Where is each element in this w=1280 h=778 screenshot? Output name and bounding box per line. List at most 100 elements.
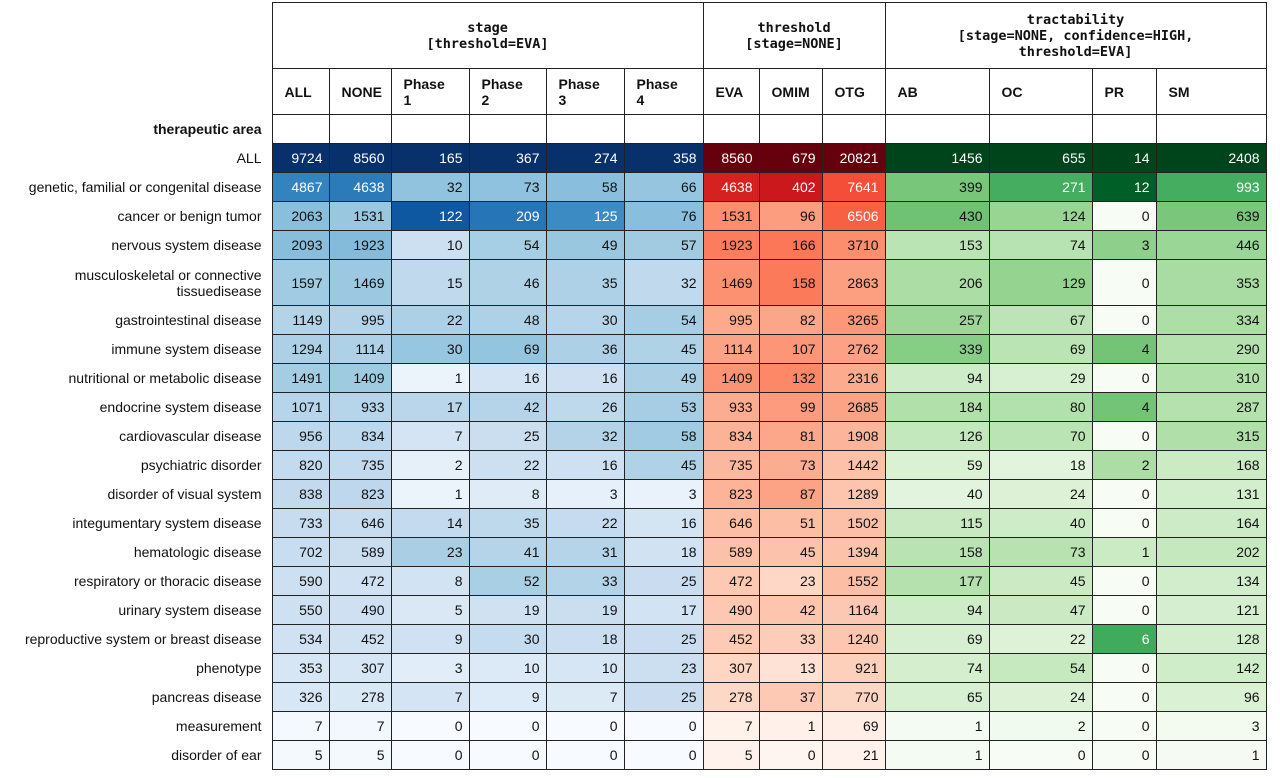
- heatmap-cell: 128: [1155, 624, 1267, 654]
- heatmap-cell: 209: [468, 201, 547, 231]
- heatmap-cell: 1552: [821, 566, 886, 596]
- heatmap-cell: 24: [988, 682, 1093, 712]
- heatmap-cell: 134: [1155, 566, 1267, 596]
- table-row: reproductive system or breast disease 534…: [0, 624, 1267, 654]
- row-label-nutritional-or-metabolic-disease: nutritional or metabolic disease: [68, 370, 262, 386]
- heatmap-cell: 1908: [821, 421, 886, 451]
- corner-blank: [0, 3, 272, 69]
- heatmap-cell: 49: [623, 363, 704, 393]
- heatmap-cell: 12: [1091, 172, 1157, 202]
- heatmap-cell: 20821: [821, 143, 886, 173]
- heatmap-cell: 3: [1155, 711, 1267, 741]
- heatmap-cell: 65: [884, 682, 990, 712]
- heatmap-cell: 5: [390, 595, 470, 625]
- column-header-all: ALL: [271, 68, 330, 115]
- heatmap-cell: 0: [1091, 201, 1157, 231]
- heatmap-cell: 1531: [328, 201, 392, 231]
- heatmap-cell: 125: [545, 201, 625, 231]
- heatmap-cell: 33: [545, 566, 625, 596]
- heatmap-cell: 45: [758, 537, 823, 567]
- heatmap-cell: 823: [328, 479, 392, 509]
- column-header-none: NONE: [328, 68, 392, 115]
- heatmap-cell: 0: [623, 740, 704, 770]
- row-label-hematologic-disease: hematologic disease: [133, 544, 262, 560]
- heatmap-cell: 3: [623, 479, 704, 509]
- heatmap-cell: 70: [988, 421, 1093, 451]
- heatmap-cell: 23: [623, 653, 704, 683]
- heatmap-cell: 2762: [821, 334, 886, 364]
- heatmap-cell: 820: [271, 450, 330, 480]
- heatmap-cell: 17: [623, 595, 704, 625]
- heatmap-cell: 37: [758, 682, 823, 712]
- heatmap-cell: 1: [1091, 537, 1157, 567]
- heatmap-cell: 2863: [821, 259, 886, 306]
- heatmap-cell: 25: [623, 624, 704, 654]
- group-header-line: threshold=EVA]: [1018, 43, 1133, 60]
- heatmap-cell: 96: [758, 201, 823, 231]
- row-label-immune-system-disease: immune system disease: [111, 341, 262, 357]
- heatmap-cell: 22: [545, 508, 625, 538]
- heatmap-cell: 995: [328, 305, 392, 335]
- group-header-stage: stage [threshold=EVA]: [271, 2, 704, 69]
- column-header-sm: SM: [1155, 68, 1267, 115]
- row-label-reproductive-system-or-breast-disease: reproductive system or breast disease: [24, 631, 262, 647]
- heatmap-cell: 96: [1155, 682, 1267, 712]
- heatmap-cell: 290: [1155, 334, 1267, 364]
- heatmap-cell: 126: [884, 421, 990, 451]
- heatmap-cell: 367: [468, 143, 547, 173]
- heatmap-cell: 0: [1091, 508, 1157, 538]
- heatmap-cell: 42: [468, 392, 547, 422]
- heatmap-cell: 1597: [271, 259, 330, 306]
- heatmap-cell: 10: [468, 653, 547, 683]
- heatmap-cell: 472: [702, 566, 760, 596]
- heatmap-cell: 31: [545, 537, 625, 567]
- heatmap-cell: 646: [702, 508, 760, 538]
- heatmap-cell: 257: [884, 305, 990, 335]
- index-blank-cell: [545, 114, 625, 144]
- heatmap-cell: 67: [988, 305, 1093, 335]
- heatmap-cell: 158: [884, 537, 990, 567]
- heatmap-cell: 0: [1091, 711, 1157, 741]
- heatmap-cell: 1: [884, 740, 990, 770]
- heatmap-cell: 7: [390, 682, 470, 712]
- heatmap-cell: 2093: [271, 230, 330, 260]
- column-header-phase-4: Phase 4: [623, 68, 704, 115]
- heatmap-cell: 5: [271, 740, 330, 770]
- heatmap-cell: 16: [623, 508, 704, 538]
- table-row: pancreas disease 326 278 7 9 7 25 278 37 770 65 24 0…: [0, 682, 1267, 712]
- index-blank-cell: [328, 114, 392, 144]
- group-header-line: [stage=NONE, confidence=HIGH,: [957, 27, 1194, 44]
- heatmap-cell: 7: [390, 421, 470, 451]
- heatmap-cell: 0: [1091, 740, 1157, 770]
- heatmap-cell: 2316: [821, 363, 886, 393]
- heatmap-cell: 430: [884, 201, 990, 231]
- heatmap-cell: 8560: [328, 143, 392, 173]
- heatmap-cell: 472: [328, 566, 392, 596]
- heatmap-cell: 80: [988, 392, 1093, 422]
- heatmap-cell: 54: [623, 305, 704, 335]
- heatmap-cell: 22: [988, 624, 1093, 654]
- table-row: respiratory or thoracic disease 590 472 8 52…: [0, 566, 1267, 596]
- heatmap-cell: 45: [623, 450, 704, 480]
- heatmap-cell: 42: [758, 595, 823, 625]
- heatmap-cell: 307: [702, 653, 760, 683]
- heatmap-cell: 5: [702, 740, 760, 770]
- table-row: musculoskeletal or connective tissuedise…: [0, 259, 1267, 306]
- row-label-integumentary-system-disease: integumentary system disease: [72, 515, 262, 531]
- row-label-genetic-familial-or-congenital-disease: genetic, familial or congenital disease: [28, 179, 262, 195]
- heatmap-cell: 16: [545, 450, 625, 480]
- heatmap-cell: 158: [758, 259, 823, 306]
- heatmap-cell: 73: [988, 537, 1093, 567]
- heatmap-cell: 30: [545, 305, 625, 335]
- heatmap-cell: 122: [390, 201, 470, 231]
- row-label-all: ALL: [236, 150, 262, 166]
- heatmap-cell: 46: [468, 259, 547, 306]
- heatmap-cell: 7: [545, 682, 625, 712]
- heatmap-cell: 153: [884, 230, 990, 260]
- heatmap-cell: 74: [884, 653, 990, 683]
- heatmap-cell: 4638: [328, 172, 392, 202]
- heatmap-cell: 402: [758, 172, 823, 202]
- heatmap-cell: 52: [468, 566, 547, 596]
- heatmap-cell: 8: [468, 479, 547, 509]
- heatmap-cell: 1409: [702, 363, 760, 393]
